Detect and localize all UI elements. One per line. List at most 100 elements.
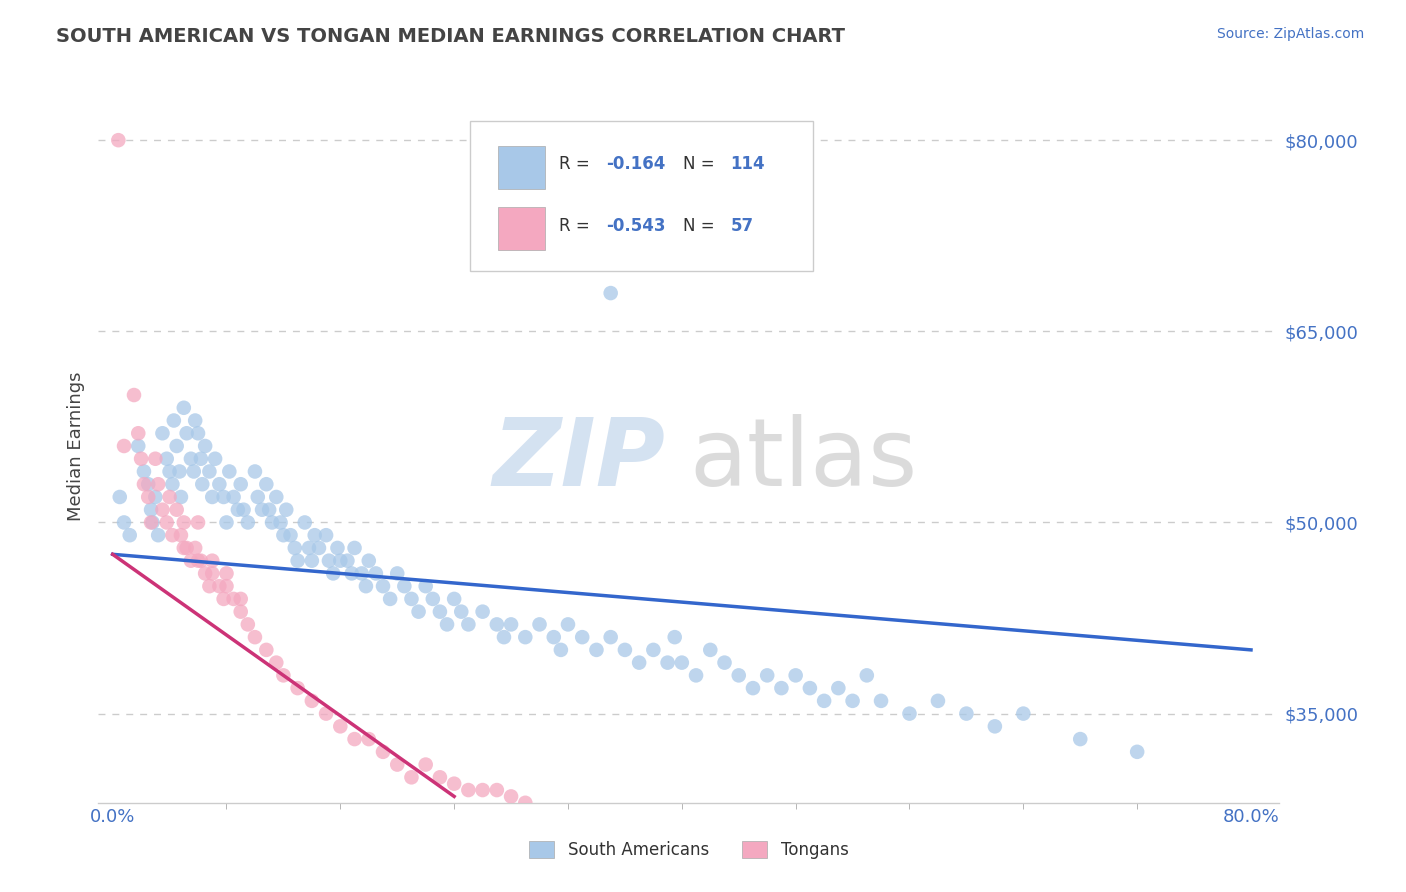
Point <box>266 490 288 504</box>
Point <box>229 477 252 491</box>
Point <box>315 706 337 721</box>
Point <box>236 617 259 632</box>
Point <box>387 757 409 772</box>
Point <box>273 528 295 542</box>
Point <box>301 554 323 568</box>
Point <box>322 566 344 581</box>
Point <box>898 706 921 721</box>
Point <box>1126 745 1149 759</box>
Point <box>166 502 188 516</box>
Point <box>984 719 1007 733</box>
Point <box>326 541 349 555</box>
Point <box>457 783 479 797</box>
Point <box>156 451 179 466</box>
Text: ZIP: ZIP <box>492 414 665 507</box>
Point <box>139 502 162 516</box>
Point <box>187 554 209 568</box>
Point <box>357 732 380 747</box>
Point <box>343 732 366 747</box>
Point <box>201 554 224 568</box>
Point <box>166 439 188 453</box>
Point <box>170 528 193 542</box>
Point <box>180 451 202 466</box>
Point <box>257 502 280 516</box>
Point <box>499 789 522 804</box>
Point <box>148 477 170 491</box>
Point <box>357 554 380 568</box>
FancyBboxPatch shape <box>498 207 546 250</box>
Text: R =: R = <box>560 155 595 173</box>
Point <box>471 605 494 619</box>
Point <box>415 579 437 593</box>
Point <box>585 643 607 657</box>
Point <box>162 477 184 491</box>
Point <box>222 490 245 504</box>
Point <box>756 668 779 682</box>
Point <box>194 566 217 581</box>
Point <box>183 465 205 479</box>
Point <box>443 777 465 791</box>
Point <box>159 465 181 479</box>
Point <box>557 617 579 632</box>
Point <box>141 516 163 530</box>
Point <box>156 516 179 530</box>
Point <box>436 617 458 632</box>
Point <box>613 643 636 657</box>
Point <box>143 451 166 466</box>
Point <box>529 617 551 632</box>
Point <box>927 694 949 708</box>
Legend: South Americans, Tongans: South Americans, Tongans <box>523 834 855 866</box>
Point <box>284 541 307 555</box>
Point <box>236 516 259 530</box>
Point <box>785 668 807 682</box>
Point <box>841 694 863 708</box>
Point <box>298 541 321 555</box>
Point <box>127 426 149 441</box>
Point <box>485 783 508 797</box>
Point <box>243 465 266 479</box>
Point <box>198 579 221 593</box>
Text: SOUTH AMERICAN VS TONGAN MEDIAN EARNINGS CORRELATION CHART: SOUTH AMERICAN VS TONGAN MEDIAN EARNINGS… <box>56 27 845 45</box>
Point <box>301 694 323 708</box>
Text: N =: N = <box>683 218 720 235</box>
Point <box>515 630 537 644</box>
Point <box>304 528 326 542</box>
Point <box>471 783 494 797</box>
Point <box>770 681 793 695</box>
Point <box>287 681 309 695</box>
Point <box>212 490 235 504</box>
Point <box>799 681 821 695</box>
Point <box>742 681 765 695</box>
Point <box>543 630 565 644</box>
Text: Source: ZipAtlas.com: Source: ZipAtlas.com <box>1216 27 1364 41</box>
Point <box>378 591 401 606</box>
Point <box>599 630 621 644</box>
Point <box>870 694 893 708</box>
Point <box>201 490 224 504</box>
Point <box>173 401 195 415</box>
Point <box>315 528 337 542</box>
Point <box>215 516 238 530</box>
Point <box>628 656 651 670</box>
Point <box>127 439 149 453</box>
Y-axis label: Median Earnings: Median Earnings <box>66 371 84 521</box>
Point <box>201 566 224 581</box>
Point <box>429 605 451 619</box>
Text: 114: 114 <box>730 155 765 173</box>
Point <box>190 554 212 568</box>
Point <box>394 579 416 593</box>
Point <box>218 465 240 479</box>
Point <box>139 516 162 530</box>
Point <box>343 541 366 555</box>
Point <box>143 490 166 504</box>
Point <box>550 643 572 657</box>
Point <box>136 477 159 491</box>
Point <box>401 591 423 606</box>
Point <box>107 133 129 147</box>
Point <box>152 502 174 516</box>
Point <box>194 439 217 453</box>
Point <box>329 554 352 568</box>
Point <box>457 617 479 632</box>
Point <box>170 490 193 504</box>
Point <box>118 528 141 542</box>
